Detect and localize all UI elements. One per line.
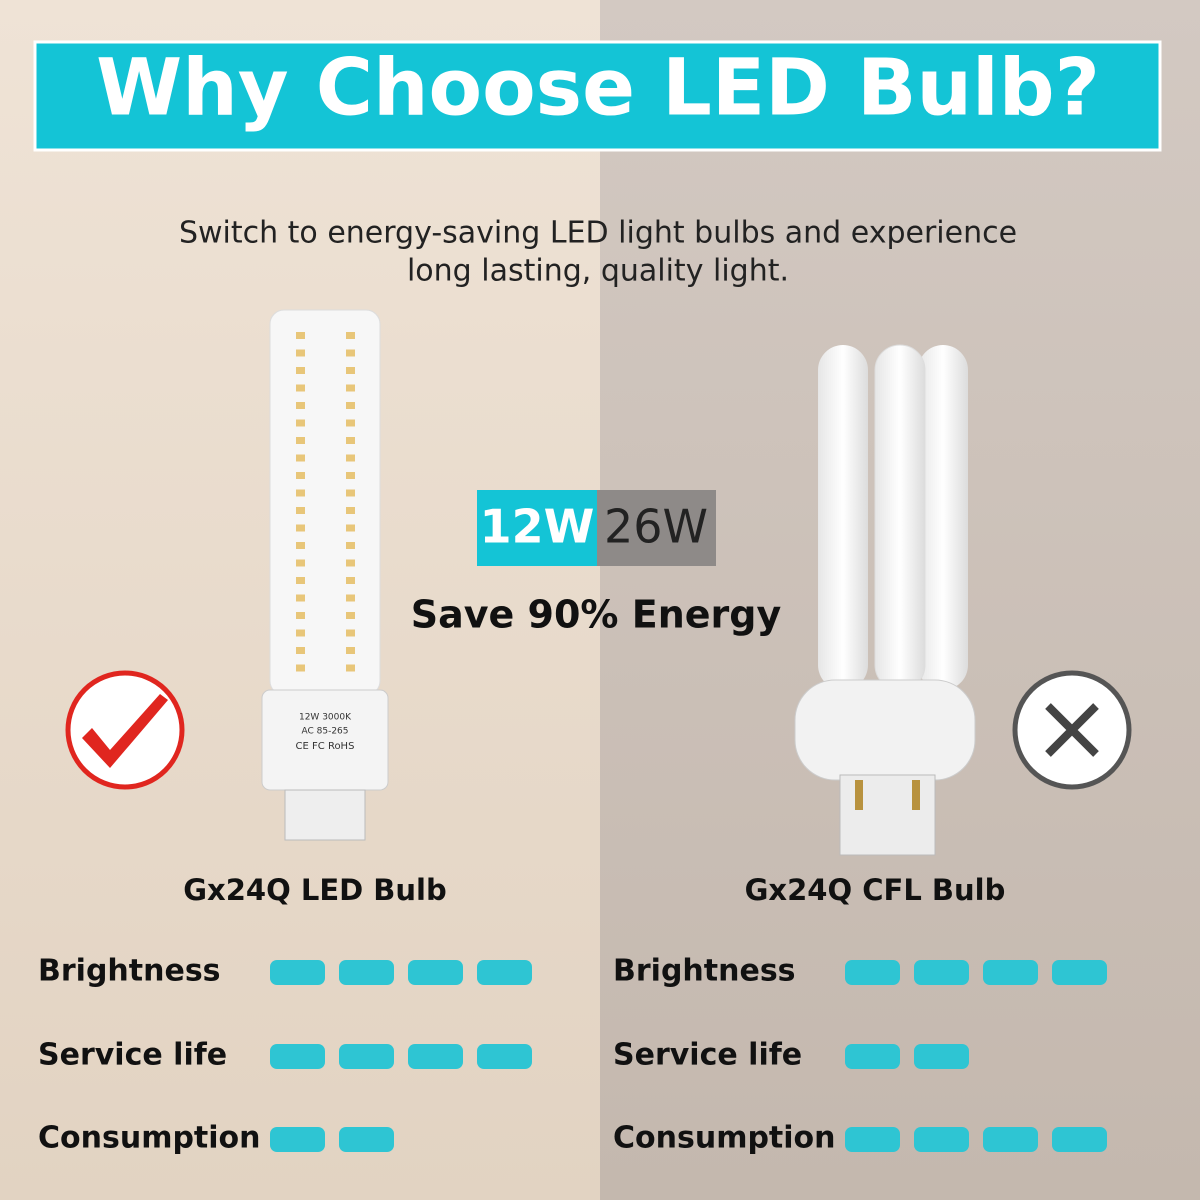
product-name: Gx24Q LED Bulb: [183, 873, 447, 907]
led-chip: [346, 559, 355, 567]
led-chip: [296, 454, 305, 462]
check-icon: [65, 670, 185, 790]
led-chip: [296, 367, 305, 374]
rating-bar: [408, 1044, 463, 1069]
product-name: Gx24Q CFL Bulb: [745, 873, 1006, 907]
rating-bar: [983, 960, 1038, 985]
led-chip: [346, 489, 355, 497]
led-chip: [346, 472, 355, 479]
bulb-label: AC 85-265: [301, 727, 348, 737]
rating-bar: [477, 1044, 532, 1069]
rating-bar: [339, 1127, 394, 1152]
led-chip: [296, 594, 305, 602]
rating-bar: [1052, 960, 1107, 985]
rating-bar: [983, 1127, 1038, 1152]
led-chip: [346, 437, 355, 444]
led-chip: [346, 402, 355, 409]
rating-bar: [339, 1044, 394, 1069]
led-chip: [296, 332, 305, 339]
led-chip: [346, 629, 355, 637]
rating-label: Brightness: [613, 954, 796, 989]
bulb-label: CE FC RoHS: [296, 741, 355, 752]
saving: Save 90% Energy: [411, 593, 782, 637]
led-chip: [346, 577, 355, 584]
led-chip: [296, 437, 305, 444]
led-plug: [284, 789, 366, 841]
led-chip: [346, 419, 355, 427]
led-chip: [346, 542, 355, 549]
rating-bar: [845, 1044, 900, 1069]
rating-bar: [845, 960, 900, 985]
cfl-bulb: [794, 344, 976, 856]
title-banner: [33, 40, 1162, 152]
led-chip: [296, 419, 305, 427]
rating-bar: [477, 960, 532, 985]
rating-bar: [270, 960, 325, 985]
rating-bar: [845, 1127, 900, 1152]
led-chip: [346, 594, 355, 602]
led-chip: [296, 507, 305, 514]
led-watt: 12W: [480, 500, 595, 554]
led-chip: [296, 629, 305, 637]
rating-bar: [914, 1127, 969, 1152]
led-chip: [346, 384, 355, 392]
led-chip: [296, 402, 305, 409]
cfl-base: [794, 679, 976, 781]
cfl-watt-box: [597, 490, 716, 566]
led-chip: [346, 332, 355, 339]
led-watt-box: [477, 490, 597, 566]
pin: [855, 780, 863, 810]
led-chip: [346, 507, 355, 514]
pin: [912, 780, 920, 810]
led-chip: [296, 472, 305, 479]
rating-label: Brightness: [38, 954, 221, 989]
cfl-tube: [874, 344, 926, 691]
cfl-watt: 26W: [604, 500, 708, 554]
subtitle: Switch to energy-saving LED light bulbs …: [179, 216, 1017, 251]
rating-bar: [914, 1044, 969, 1069]
bulb-label: 12W 3000K: [299, 713, 352, 723]
cfl-tube: [918, 345, 968, 690]
led-chip: [296, 647, 305, 654]
led-chip: [296, 559, 305, 567]
led-chip: [296, 542, 305, 549]
cfl-tube: [818, 345, 868, 690]
rating-bar: [270, 1127, 325, 1152]
led-chip: [296, 349, 305, 357]
led-chip: [296, 577, 305, 584]
rating-bar: [914, 960, 969, 985]
led-chip: [346, 367, 355, 374]
cross-icon: [1012, 670, 1132, 790]
cfl-plug: [839, 774, 936, 856]
subtitle: long lasting, quality light.: [407, 254, 789, 289]
led-chip: [296, 524, 305, 532]
led-base: [261, 689, 389, 791]
led-chip: [296, 489, 305, 497]
led-chip: [346, 349, 355, 357]
led-chip: [346, 454, 355, 462]
rating-label: Service life: [613, 1038, 802, 1073]
led-chip: [346, 612, 355, 619]
led-chip: [346, 664, 355, 672]
led-body: [269, 309, 381, 696]
led-chip: [346, 647, 355, 654]
rating-bar: [1052, 1127, 1107, 1152]
led-chip: [296, 612, 305, 619]
led-chip: [296, 384, 305, 392]
title: Why Choose LED Bulb?: [96, 43, 1100, 133]
rating-bar: [339, 960, 394, 985]
led-chip: [296, 664, 305, 672]
led-bulb: 12W 3000K AC 85-265 CE FC RoHS: [261, 309, 389, 841]
rating-bar: [270, 1044, 325, 1069]
rating-label: Consumption: [613, 1121, 836, 1156]
rating-label: Service life: [38, 1038, 227, 1073]
led-chip: [346, 524, 355, 532]
rating-bar: [408, 960, 463, 985]
rating-label: Consumption: [38, 1121, 261, 1156]
